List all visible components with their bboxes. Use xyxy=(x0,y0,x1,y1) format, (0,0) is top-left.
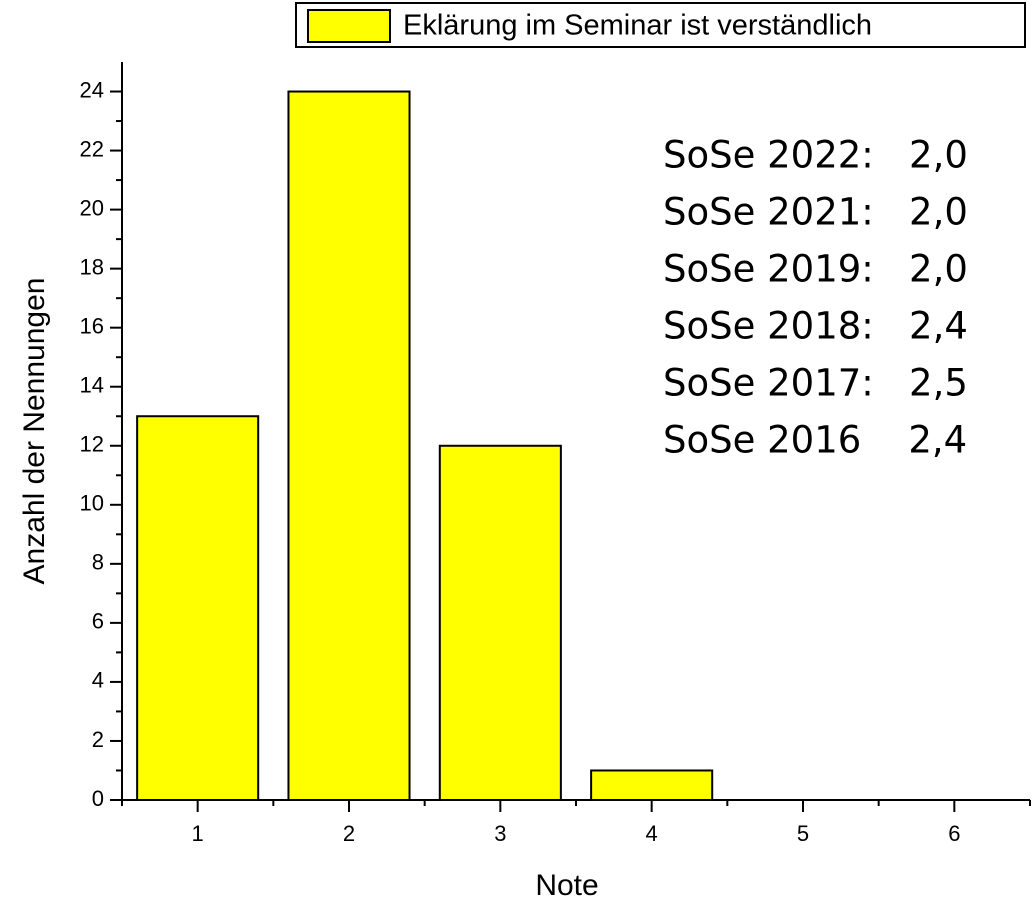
bar xyxy=(438,444,562,801)
annotation: SoSe 2019: 2,0 xyxy=(663,248,968,291)
legend-label: Eklärung im Seminar ist verständlich xyxy=(403,10,872,42)
x-tick-label: 4 xyxy=(646,821,658,846)
y-axis-title: Anzahl der Nennungen xyxy=(18,278,51,585)
y-tick-label: 10 xyxy=(80,491,104,516)
annotation: SoSe 2016 2,4 xyxy=(663,419,967,462)
x-tick-label: 1 xyxy=(192,821,204,846)
x-tick-label: 6 xyxy=(948,821,960,846)
annotation: SoSe 2018: 2,4 xyxy=(663,305,968,348)
x-axis-title: Note xyxy=(535,869,598,902)
y-tick-label: 18 xyxy=(80,254,104,279)
y-tick-label: 8 xyxy=(92,550,104,575)
annotation: SoSe 2017: 2,5 xyxy=(663,362,968,405)
y-tick-label: 12 xyxy=(80,432,104,457)
y-tick-label: 4 xyxy=(92,668,104,693)
x-tick-label: 5 xyxy=(797,821,809,846)
annotation: SoSe 2021: 2,0 xyxy=(663,191,968,234)
x-tick-label: 3 xyxy=(494,821,506,846)
y-tick-label: 0 xyxy=(92,786,104,811)
y-tick-label: 6 xyxy=(92,609,104,634)
legend-box xyxy=(295,2,1026,48)
y-tick-label: 2 xyxy=(92,727,104,752)
bar xyxy=(590,769,714,801)
bar xyxy=(287,90,411,801)
y-tick-label: 22 xyxy=(80,136,104,161)
legend-swatch xyxy=(307,9,391,43)
y-tick-label: 20 xyxy=(80,195,104,220)
x-tick-label: 2 xyxy=(343,821,355,846)
annotation: SoSe 2022: 2,0 xyxy=(663,134,968,177)
y-tick-label: 24 xyxy=(80,77,104,102)
y-tick-label: 16 xyxy=(80,313,104,338)
bar xyxy=(136,415,260,801)
y-tick-label: 14 xyxy=(80,373,104,398)
